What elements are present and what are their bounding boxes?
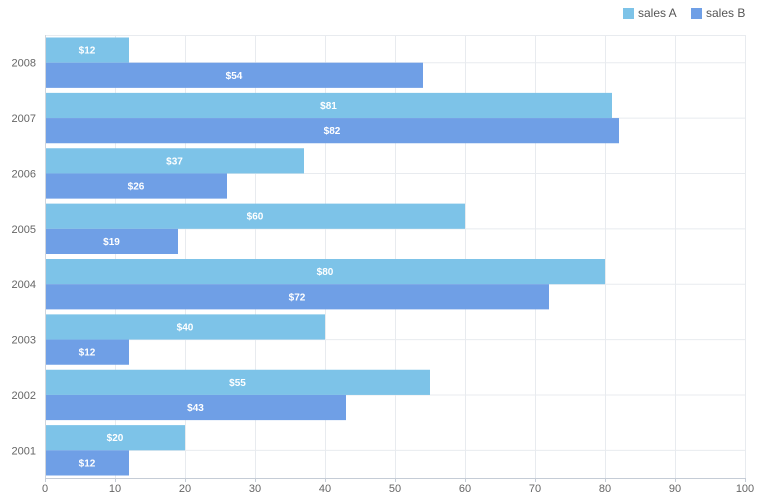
x-tick-label: 60 (459, 483, 471, 495)
x-tick-label: 90 (669, 483, 681, 495)
data-label: $54 (226, 71, 243, 82)
y-tick-label: 2005 (12, 224, 36, 236)
bar-sales-B-2006[interactable] (45, 173, 227, 199)
y-tick-label: 2006 (12, 168, 36, 180)
y-tick-label: 2002 (12, 390, 36, 402)
y-tick-label: 2003 (12, 335, 36, 347)
legend: sales A sales B (623, 6, 745, 20)
data-label: $72 (289, 292, 306, 303)
bar-sales-A-2007[interactable] (45, 92, 612, 119)
data-label: $12 (79, 458, 96, 469)
x-tick-label: 50 (389, 483, 401, 495)
bar-sales-A-2003[interactable] (45, 314, 325, 340)
bar-sales-A-2008[interactable] (45, 37, 129, 63)
bar-sales-A-2004[interactable] (45, 259, 605, 285)
bar-sales-A-2006[interactable] (45, 148, 304, 174)
legend-swatch[interactable] (691, 8, 702, 19)
bar-sales-A-2005[interactable] (45, 203, 465, 229)
x-tick-label: 30 (249, 483, 261, 495)
data-label: $60 (247, 212, 264, 223)
x-tick-label: 20 (179, 483, 191, 495)
legend-label[interactable]: sales B (706, 6, 745, 20)
y-tick-label: 2001 (12, 445, 36, 457)
bar-sales-B-2004[interactable] (45, 284, 549, 310)
bar-sales-B-2003[interactable] (45, 339, 129, 365)
bar-sales-B-2005[interactable] (45, 228, 178, 254)
data-label: $81 (320, 101, 337, 112)
bar-sales-A-2002[interactable] (45, 369, 430, 395)
x-axis: 0 10 20 30 40 50 60 70 80 90 100 (42, 478, 754, 495)
data-label: $82 (324, 126, 341, 137)
x-tick-label: 70 (529, 483, 541, 495)
y-tick-label: 2007 (12, 113, 36, 125)
data-label: $55 (229, 378, 246, 389)
y-tick-label: 2004 (12, 279, 36, 291)
y-tick-label: 2008 (12, 58, 36, 70)
bar-sales-B-2002[interactable] (45, 394, 346, 421)
x-tick-label: 80 (599, 483, 611, 495)
legend-swatch[interactable] (623, 8, 634, 19)
y-axis: 2008 2007 2006 2005 2004 2003 2002 2001 (12, 35, 46, 478)
bars (45, 37, 619, 476)
legend-label[interactable]: sales A (638, 6, 677, 20)
x-tick-label: 0 (42, 483, 48, 495)
x-tick-label: 10 (109, 483, 121, 495)
bar-sales-B-2001[interactable] (45, 450, 129, 476)
data-labels: $12 $54 $81 $82 $37 $26 $60 $19 $80 $72 $40 $12 $55 $… (79, 46, 341, 470)
data-label: $37 (166, 156, 183, 167)
bar-sales-B-2008[interactable] (45, 62, 423, 88)
data-label: $20 (107, 433, 124, 444)
data-label: $80 (317, 267, 334, 278)
data-label: $12 (79, 348, 96, 359)
bar-sales-B-2007[interactable] (45, 118, 619, 144)
data-label: $19 (103, 237, 120, 248)
data-label: $40 (177, 322, 194, 333)
bar-sales-A-2001[interactable] (45, 425, 185, 451)
data-label: $26 (128, 182, 145, 193)
x-tick-label: 100 (736, 483, 754, 495)
data-label: $12 (79, 46, 96, 57)
data-label: $43 (187, 403, 204, 414)
x-tick-label: 40 (319, 483, 331, 495)
